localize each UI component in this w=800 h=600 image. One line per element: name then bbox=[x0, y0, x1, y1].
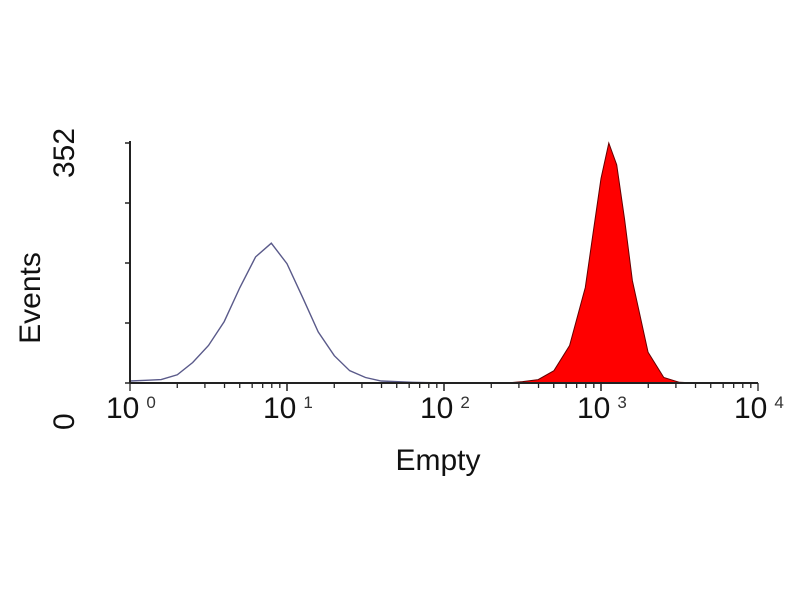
tick-base: 10 bbox=[106, 392, 139, 425]
x-axis-title: Empty bbox=[395, 444, 480, 477]
tick-base: 10 bbox=[263, 392, 296, 425]
tick-exponent: 1 bbox=[303, 393, 312, 412]
plot-area bbox=[129, 141, 696, 384]
y-tick-label-max: 352 bbox=[48, 128, 81, 178]
y-axis-title: Events bbox=[14, 252, 47, 344]
y-tick-label-zero: 0 bbox=[48, 413, 81, 430]
filled-histogram-series bbox=[506, 141, 696, 384]
tick-base: 10 bbox=[577, 392, 610, 425]
tick-exponent: 0 bbox=[146, 393, 155, 412]
tick-base: 10 bbox=[420, 392, 453, 425]
outline-histogram-series bbox=[129, 242, 445, 384]
x-tick-labels: 10 0 10 1 10 2 10 3 10 4 bbox=[106, 392, 784, 425]
x-tick-label: 10 4 bbox=[734, 392, 784, 425]
x-tick-label: 10 1 bbox=[263, 392, 313, 425]
x-tick-label: 10 0 bbox=[106, 392, 156, 425]
tick-exponent: 4 bbox=[774, 393, 783, 412]
axes bbox=[125, 141, 759, 391]
tick-base: 10 bbox=[734, 392, 767, 425]
tick-exponent: 3 bbox=[617, 393, 626, 412]
x-tick-label: 10 2 bbox=[420, 392, 470, 425]
tick-exponent: 2 bbox=[460, 393, 469, 412]
x-tick-label: 10 3 bbox=[577, 392, 627, 425]
